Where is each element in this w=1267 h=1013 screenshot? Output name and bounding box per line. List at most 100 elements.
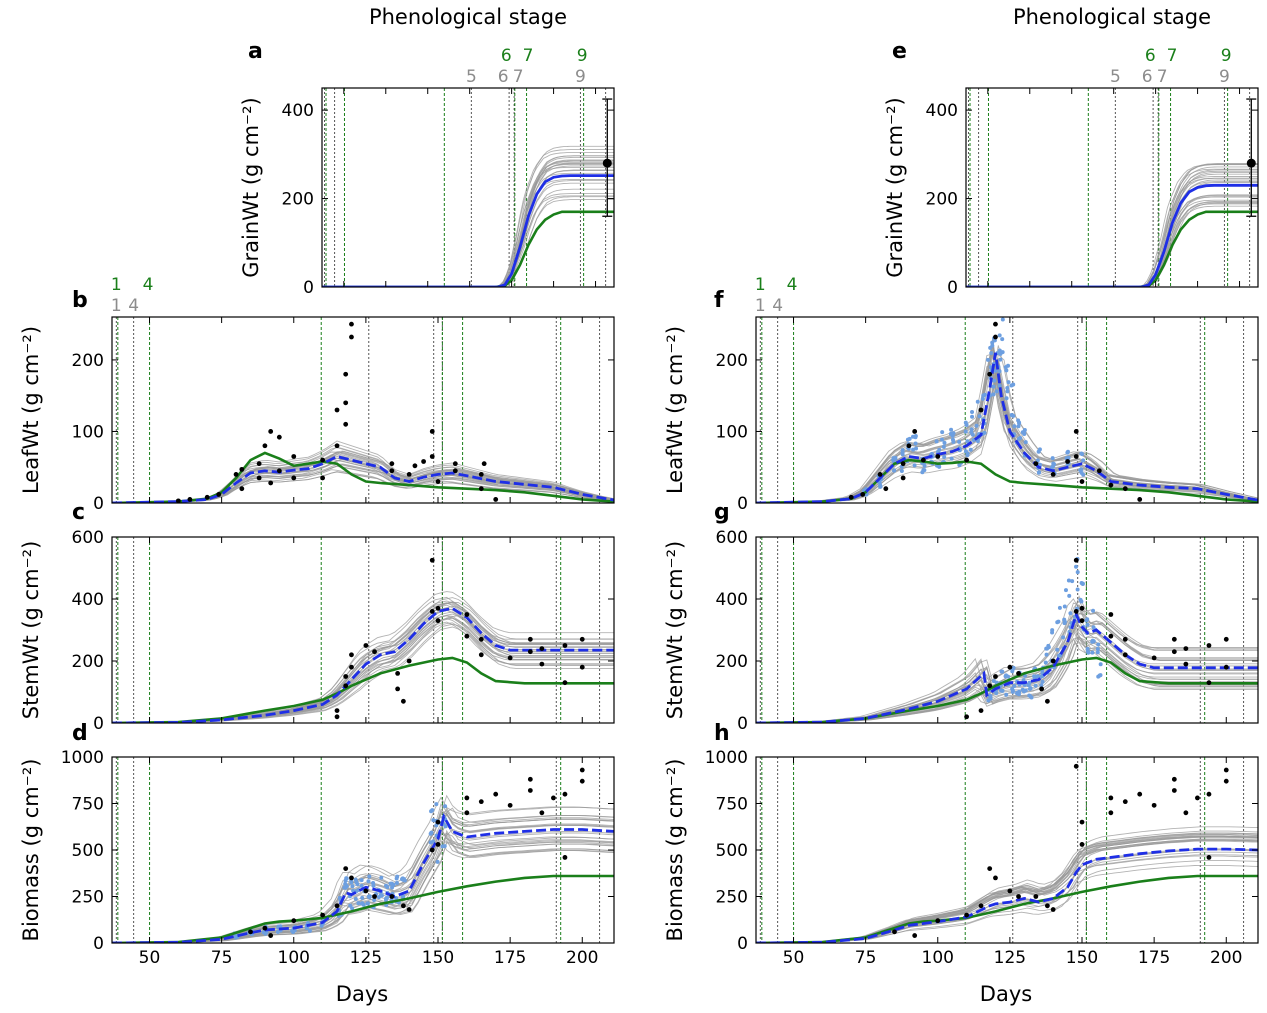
assimilated-point: [431, 839, 436, 844]
y-tick-label: 400: [716, 590, 748, 610]
observation-point: [527, 776, 533, 782]
assimilated-point: [970, 432, 975, 437]
ensemble-member-line: [112, 796, 614, 943]
observation-point: [1171, 649, 1177, 655]
assimilated-point: [343, 878, 348, 883]
assimilated-point: [1009, 383, 1014, 388]
observation-point: [1223, 636, 1229, 642]
observation-point: [406, 658, 412, 664]
observation-point: [452, 468, 458, 474]
assimilated-point: [1074, 564, 1079, 569]
panel-c: 0 200 400 600 StemWt (g cm⁻²) c: [19, 500, 615, 734]
ensemble-member-line: [756, 855, 1258, 943]
assimilated-point: [343, 885, 348, 890]
observation-point: [562, 680, 568, 686]
observation-point: [1206, 680, 1212, 686]
observation-point: [1073, 557, 1079, 563]
y-axis-label: LeafWt (g cm⁻²): [663, 326, 687, 494]
ensemble-member-line: [756, 600, 1258, 723]
observation-point: [1073, 763, 1079, 769]
assimilated-point: [992, 378, 997, 383]
assimilated-point: [977, 414, 982, 419]
observation-point: [562, 855, 568, 860]
assimilated-point: [920, 470, 925, 475]
stage-label-gray: 4: [128, 296, 139, 316]
observation-point: [1183, 646, 1189, 651]
observation-point: [239, 466, 245, 472]
assimilated-point: [1004, 396, 1009, 401]
y-tick-label: 750: [716, 795, 748, 815]
observation-point: [964, 912, 970, 918]
assimilated-point: [1080, 581, 1085, 586]
assimilated-point: [379, 875, 384, 880]
x-tick-label: 125: [994, 948, 1026, 968]
assimilated-point: [1056, 619, 1061, 624]
observation-point: [334, 714, 340, 720]
ensemble-member-line: [322, 169, 614, 287]
assimilated-point: [965, 451, 970, 456]
ensemble-member-line: [756, 598, 1258, 723]
observation-point: [1016, 894, 1021, 899]
stage-label-green: 7: [523, 46, 534, 66]
ensemble-member-line: [966, 163, 1258, 287]
assimilated-point: [1062, 617, 1067, 622]
axes-frame: [965, 87, 1259, 288]
observation-point: [435, 819, 441, 825]
y-tick-label: 750: [72, 795, 104, 815]
x-tick-label: 75: [855, 948, 877, 968]
assimilated-point: [997, 306, 1001, 310]
y-tick-label: 1000: [705, 748, 748, 768]
assimilated-point: [1021, 678, 1026, 683]
assimilated-point: [913, 441, 918, 446]
assimilated-point: [360, 895, 365, 900]
assimilated-point: [443, 804, 448, 809]
assimilated-point: [428, 831, 433, 836]
ensemble-member-line: [966, 170, 1258, 287]
assimilated-point: [1066, 578, 1071, 583]
assimilated-point: [990, 340, 995, 345]
assimilated-point: [442, 844, 447, 849]
observation-point: [1065, 459, 1070, 464]
observation-point: [539, 810, 545, 816]
assimilated-point: [951, 431, 956, 436]
observation-point: [334, 443, 340, 449]
observation-point: [343, 371, 349, 377]
observation-point: [1079, 819, 1085, 825]
observation-point: [987, 683, 993, 689]
assimilated-point: [899, 468, 904, 473]
x-tick-label: 150: [422, 948, 454, 968]
observation-point: [1108, 612, 1114, 617]
observation-point: [877, 471, 883, 477]
observation-point: [848, 494, 854, 500]
assimilated-point: [1086, 650, 1091, 655]
observation-point: [1171, 776, 1177, 782]
assimilated-point: [353, 896, 358, 901]
x-tick-label: 50: [139, 948, 161, 968]
assimilated-point: [1097, 673, 1102, 678]
ensemble-member-line: [112, 622, 614, 723]
assimilated-point: [1044, 652, 1049, 657]
axes-frame: [755, 316, 1259, 504]
assimilated-point: [385, 895, 390, 900]
observation-point: [1108, 810, 1114, 816]
ensemble-member-line: [322, 145, 614, 287]
ensemble-member-line: [112, 807, 614, 943]
assimilated-point: [957, 439, 962, 444]
assimilated-point: [367, 874, 372, 879]
assimilated-point: [1090, 638, 1095, 643]
assimilated-point: [997, 348, 1002, 353]
ensemble-member-line: [966, 196, 1258, 287]
y-tick-label: 250: [72, 888, 104, 908]
assimilated-point: [998, 351, 1003, 356]
observation-point: [349, 664, 354, 670]
assimilated-point: [892, 468, 897, 473]
ensemble-member-line: [322, 166, 614, 287]
stage-label-green: 1: [755, 275, 766, 295]
ensemble-member-line: [112, 601, 614, 723]
assimilated-point: [1010, 689, 1015, 694]
observation-point: [320, 912, 326, 918]
observation-point: [562, 791, 568, 797]
y-axis-label: Biomass (g cm⁻²): [663, 759, 687, 942]
observation-point: [1073, 609, 1079, 614]
assimilated-point: [371, 883, 376, 888]
